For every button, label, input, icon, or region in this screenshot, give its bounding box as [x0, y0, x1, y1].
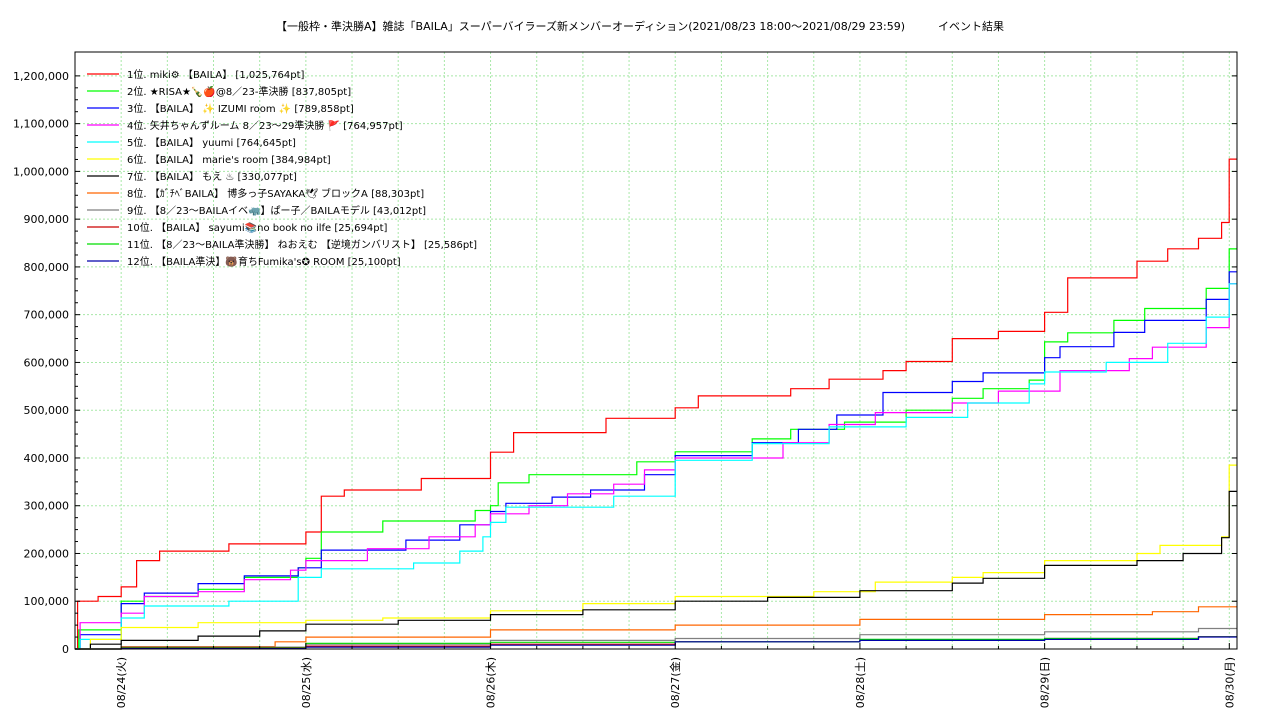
x-tick-label: 08/29(日): [1039, 657, 1052, 708]
legend-entry: 11位. 【8／23〜BAILA準決勝】 ねおえむ 【逆境ガンバリスト】 [25…: [127, 238, 477, 251]
series-line-4: [75, 283, 1237, 650]
y-tick-label: 600,000: [24, 356, 70, 369]
x-tick-label: 08/25(水): [300, 657, 313, 708]
grid: [74, 52, 1237, 650]
y-tick-label: 100,000: [24, 595, 70, 608]
series-line-8: [75, 606, 1237, 650]
series-line-3: [75, 271, 1237, 650]
y-tick-label: 800,000: [24, 261, 70, 274]
series-line-7: [75, 490, 1237, 650]
y-tick-label: 700,000: [24, 309, 70, 322]
series-line-1: [75, 158, 1237, 650]
y-tick-label: 900,000: [24, 213, 70, 226]
series-line-2: [75, 248, 1237, 650]
legend-entry: 7位. 【BAILA】 もえ ♨ [330,077pt]: [127, 170, 297, 183]
legend-entry: 1位. miki⚙ 【BAILA】 [1,025,764pt]: [127, 68, 304, 81]
x-tick-label: 08/26(木): [485, 657, 498, 708]
chart-title: 【一般枠・準決勝A】雑誌「BAILA」スーパーバイラーズ新メンバーオーディション…: [276, 20, 1004, 33]
legend-entry: 10位. 【BAILA】 sayumi📚no book no ilfe [25,…: [127, 221, 388, 234]
legend-entry: 2位. ★RISA★🍾🍎@8／23-準決勝 [837,805pt]: [127, 85, 351, 98]
y-tick-label: 1,200,000: [13, 70, 69, 83]
legend-entry: 5位. 【BAILA】 yuumi [764,645pt]: [127, 136, 296, 149]
y-tick-label: 0: [62, 643, 69, 656]
legend-entry: 6位. 【BAILA】 marie's room [384,984pt]: [127, 153, 331, 166]
y-tick-label: 200,000: [24, 547, 70, 560]
legend-entry: 3位. 【BAILA】 ✨ IZUMI room ✨ [789,858pt]: [127, 102, 354, 115]
legend-entry: 4位. 矢井ちゃんずルーム 8／23〜29準決勝 🚩 [764,957pt]: [127, 119, 403, 132]
series-line-6: [75, 464, 1237, 650]
legend-entry: 12位. 【BAILA準決】🐻育ちFumika's✪ ROOM [25,100p…: [127, 255, 401, 268]
legend: 1位. miki⚙ 【BAILA】 [1,025,764pt] 2位. ★RISA…: [87, 68, 477, 268]
x-tick-label: 08/30(月): [1223, 657, 1236, 708]
series-line-5: [75, 283, 1237, 650]
y-tick-label: 500,000: [24, 404, 70, 417]
y-axis: 0 100,000 200,000 300,000 400,000 500,000 600,…: [13, 70, 1237, 656]
x-tick-label: 08/24(火): [115, 657, 128, 708]
y-tick-label: 1,100,000: [13, 118, 69, 131]
legend-entry: 9位. 【8／23〜BAILAイベ🦏】ぱー子／BAILAモデル [43,012p…: [127, 204, 426, 217]
x-tick-label: 08/27(金): [668, 657, 682, 708]
legend-entry: 8位. 【ｶﾞﾁﾍﾞBAILA】 博多っ子SAYAKA🕊 ブロックA [88,3…: [127, 187, 424, 200]
x-axis: 08/24(火) 08/25(水) 08/26(木) 08/27(金) 08/28(土)…: [74, 643, 1236, 708]
y-tick-label: 1,000,000: [13, 165, 69, 178]
x-tick-label: 08/28(土): [854, 657, 867, 708]
y-tick-label: 300,000: [24, 500, 70, 513]
y-tick-label: 400,000: [24, 452, 70, 465]
